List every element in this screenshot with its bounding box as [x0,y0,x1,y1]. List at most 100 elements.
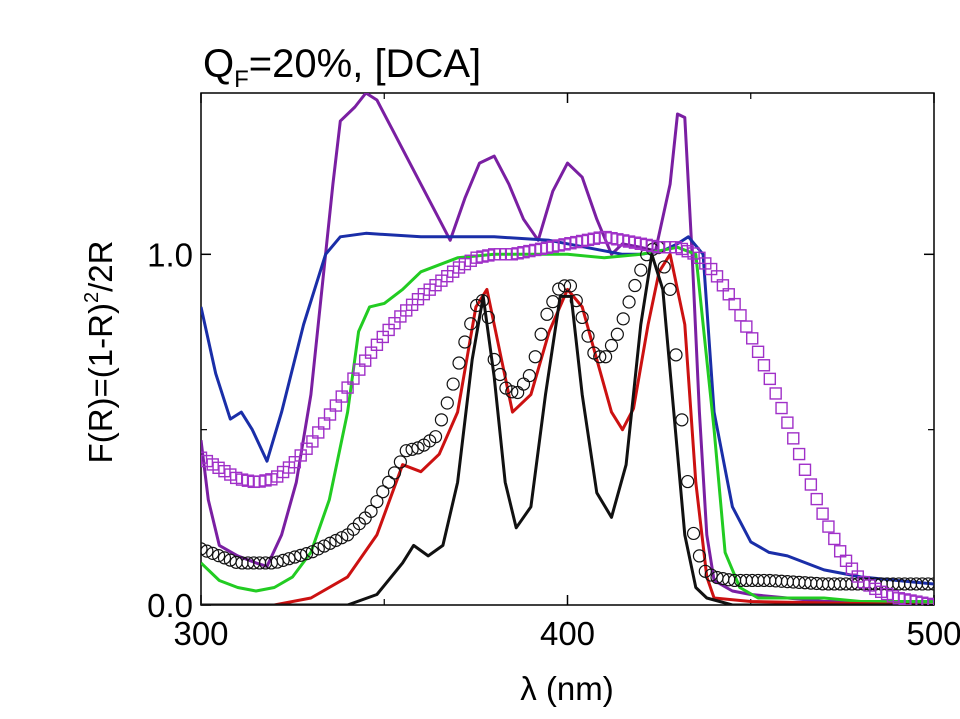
marker-5-44 [452,356,466,370]
marker-6-108 [828,532,841,546]
x-axis-label: λ (nm) [520,670,614,707]
marker-5-41 [434,413,449,427]
y-tick-label-1: 1.0 [147,236,193,273]
marker-6-105 [810,492,823,506]
marker-5-30 [370,494,384,509]
x-tick-label-0: 300 [173,615,228,652]
x-tick-label-2: 500 [906,615,960,652]
marker-5-74 [628,278,642,293]
chart-title: QF=20%, [DCA] [203,42,481,93]
marker-6-94 [746,332,759,345]
marker-5-22 [323,536,337,550]
marker-6-121 [904,594,917,605]
marker-5-13 [270,555,284,569]
marker-5-64 [569,294,583,308]
marker-6-96 [757,359,771,372]
marker-5-69 [599,350,613,364]
marker-5-46 [464,317,478,331]
marker-5-63 [563,279,578,293]
x-tick-label-1: 400 [540,615,595,652]
marker-5-80 [663,282,677,296]
marker-6-99 [775,401,788,415]
marker-6-93 [740,320,753,333]
marker-6-107 [822,520,835,533]
marker-6-102 [792,447,806,461]
marker-6-123 [916,596,929,605]
marker-6-103 [798,463,812,476]
marker-5-70 [604,338,619,353]
marker-5-21 [317,539,331,553]
marker-5-29 [364,504,378,518]
marker-5-31 [376,485,390,499]
marker-5-73 [622,295,636,309]
chart-title-rest: =20%, [DCA] [249,42,481,86]
y-axis-label-superscript: 2 [81,292,103,303]
marker-5-19 [305,545,320,559]
axis-tick-labels: 300 400 500 0.0 1.0 [147,236,960,652]
marker-5-60 [546,295,560,309]
marker-5-50 [487,352,501,367]
marker-5-24 [335,531,349,545]
marker-5-66 [581,329,595,343]
marker-5-37 [411,441,425,455]
marker-5-124 [921,577,934,591]
marker-6-97 [763,372,777,386]
marker-5-0 [201,542,208,556]
marker-5-43 [446,377,460,391]
marker-5-18 [299,547,314,561]
marker-6-106 [816,507,829,520]
marker-6-95 [751,345,765,359]
marker-6-104 [804,478,818,491]
marker-5-75 [634,263,648,277]
marker-5-23 [329,533,343,548]
marker-5-56 [522,369,536,383]
marker-5-1 [201,544,214,558]
marker-5-55 [516,377,531,391]
marker-5-48 [475,294,490,308]
marker-6-122 [910,595,923,605]
marker-5-14 [276,553,290,567]
y-axis-label-main: F(R)=(1-R) [82,303,119,463]
marker-5-16 [288,550,302,564]
marker-5-81 [669,348,683,362]
marker-5-58 [534,327,548,341]
series-layer [201,93,934,605]
marker-6-98 [769,387,782,400]
marker-5-71 [610,327,624,341]
y-tick-label-0: 0.0 [147,587,193,624]
marker-5-72 [616,312,630,326]
series-markers-6 [201,230,934,605]
series-line-4 [201,252,934,605]
marker-5-34 [393,455,407,469]
marker-6-92 [734,309,747,322]
chart-title-subscript: F [234,66,249,93]
series-line-1 [201,231,934,586]
marker-5-42 [440,396,454,410]
marker-5-85 [692,549,707,563]
marker-5-49 [481,310,495,325]
y-axis-label: F(R)=(1-R)2/2R [81,241,119,464]
marker-5-4 [217,551,232,565]
marker-5-82 [675,413,689,427]
marker-5-15 [282,552,296,566]
marker-5-79 [657,260,671,274]
marker-5-62 [557,279,572,293]
marker-5-84 [686,526,701,541]
marker-5-36 [405,442,419,456]
y-axis-label-rest: /2R [82,241,119,292]
marker-5-57 [528,350,542,364]
marker-5-87 [704,568,718,582]
marker-5-53 [505,385,519,399]
marker-5-17 [294,548,308,562]
marker-5-40 [428,430,443,444]
marker-5-33 [387,466,402,480]
marker-5-83 [681,474,695,489]
marker-5-3 [211,549,226,563]
marker-5-65 [575,310,589,325]
marker-5-59 [540,307,554,321]
marker-6-101 [787,432,800,445]
marker-5-32 [382,475,396,489]
marker-5-125 [927,577,934,591]
marker-5-20 [311,542,325,556]
